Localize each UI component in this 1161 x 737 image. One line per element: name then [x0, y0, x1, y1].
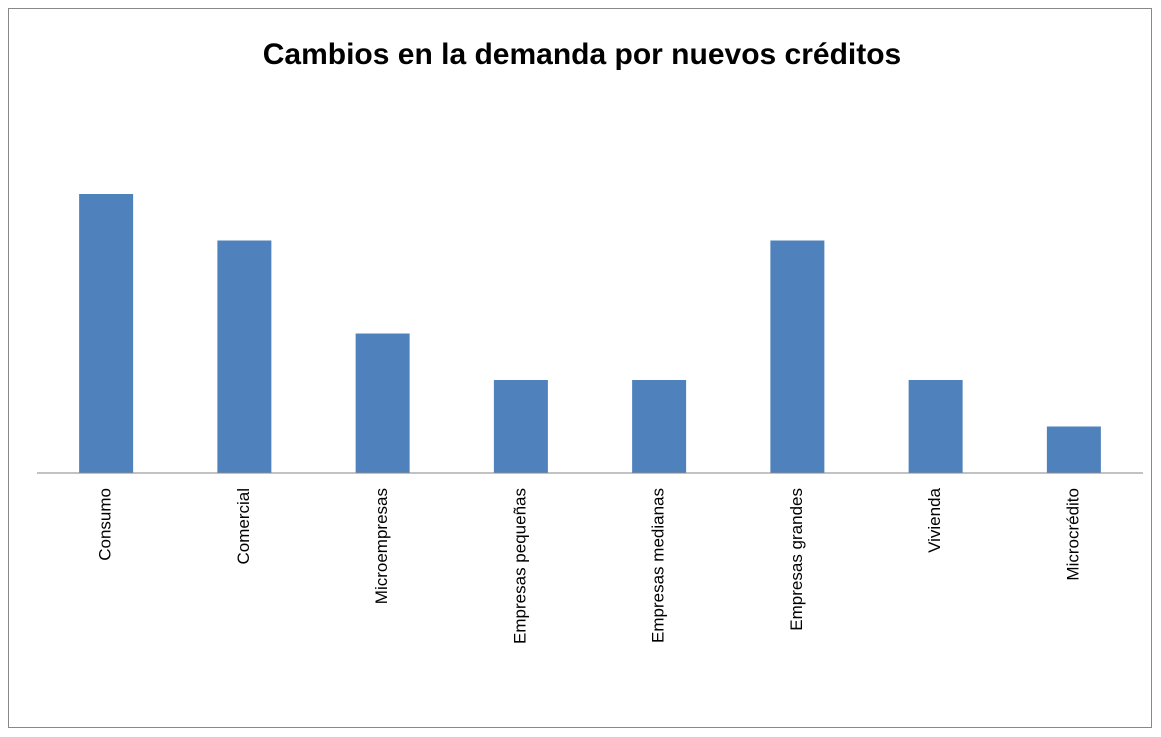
x-tick-label: Empresas medianas — [649, 488, 668, 643]
x-tick-label: Empresas grandes — [787, 488, 806, 631]
bar — [217, 240, 272, 473]
bar — [493, 380, 548, 473]
bar — [79, 194, 134, 473]
bar — [770, 240, 825, 473]
x-tick-label: Microempresas — [372, 488, 391, 604]
x-tick-label: Microcrédito — [1063, 488, 1082, 581]
bar — [355, 333, 410, 473]
bar — [1046, 426, 1101, 473]
x-tick-label: Consumo — [96, 488, 115, 561]
bar — [632, 380, 687, 473]
x-tick-label: Vivienda — [925, 487, 944, 552]
bar — [908, 380, 963, 473]
chart-title: Cambios en la demanda por nuevos crédito… — [263, 38, 902, 71]
x-tick-label: Comercial — [234, 488, 253, 565]
x-tick-label: Empresas pequeñas — [510, 488, 529, 644]
chart-border — [8, 8, 1152, 728]
